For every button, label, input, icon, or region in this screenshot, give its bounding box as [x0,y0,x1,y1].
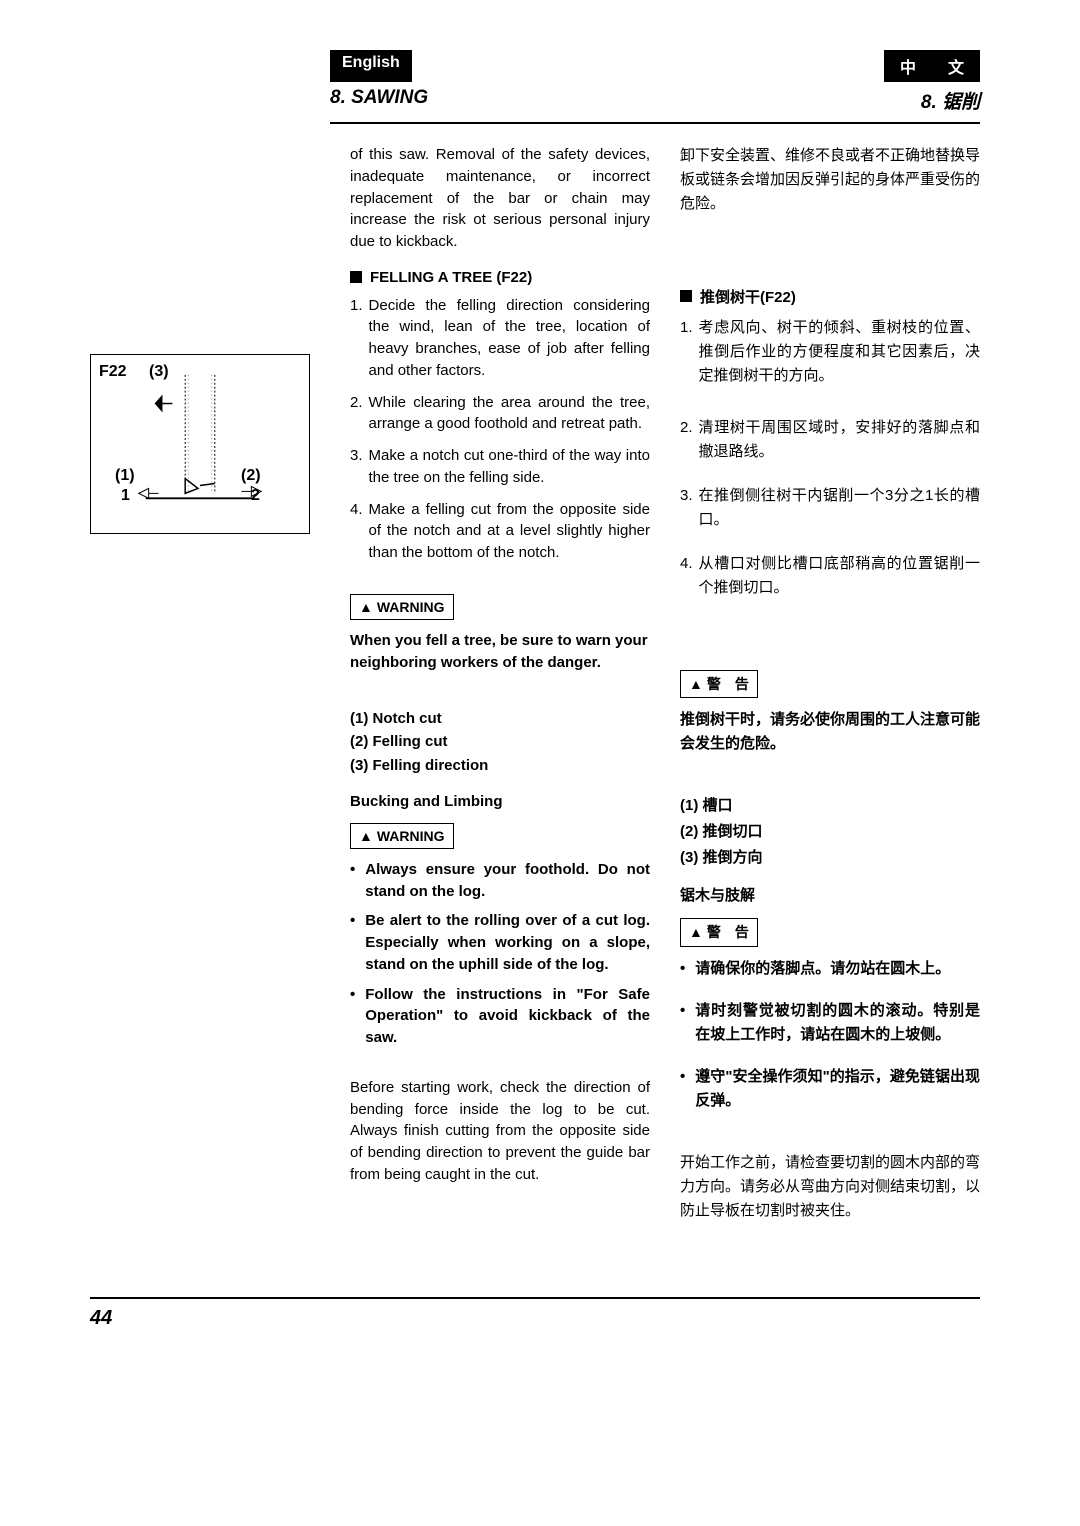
english-column: of this saw. Removal of the safety devic… [350,144,650,1237]
bullet-text: Be alert to the rolling over of a cut lo… [365,910,650,975]
bullet-item: • Follow the instructions in "For Safe O… [350,984,650,1049]
lang-badge-english: English [330,50,412,82]
warning-box-en-2: ▲ WARNING [350,823,454,849]
bullet-icon: • [680,999,685,1023]
bullet-text: Follow the instructions in "For Safe Ope… [365,984,650,1049]
bullet-icon: • [350,984,355,1006]
bullet-item: • 遵守"安全操作须知"的指示，避免链锯出现反弹。 [680,1065,980,1113]
item-number: 4. [350,499,363,521]
item-number: 3. [680,484,693,508]
figure-label-f22: F22 [99,363,127,381]
figure-f22: F22 (3) (1) (2) 1 2 [90,354,310,534]
header-row: English 中 文 [330,50,980,82]
bullet-text: 请确保你的落脚点。请勿站在圆木上。 [695,957,980,981]
list-item: 2. While clearing the area around the tr… [350,392,650,436]
bucking-heading-en: Bucking and Limbing [350,791,650,813]
legend-item: (1) 槽口 [680,794,980,818]
bullet-icon: • [680,957,685,981]
warning-box-en: ▲ WARNING [350,594,454,620]
warning-icon: ▲ [359,597,373,617]
item-text: Make a felling cut from the opposite sid… [369,499,650,564]
bucking-bullets-en: • Always ensure your foothold. Do not st… [350,859,650,1049]
intro-en: of this saw. Removal of the safety devic… [350,144,650,253]
item-text: Make a notch cut one-third of the way in… [369,445,650,489]
list-item: 2. 清理树干周围区域时，安排好的落脚点和撤退路线。 [680,416,980,464]
warning-icon: ▲ [689,673,703,695]
warning-box-cn-2: ▲ 警 告 [680,918,758,946]
warning-icon: ▲ [689,921,703,943]
figure-notch-1: 1 [121,487,130,505]
legend-item: (3) Felling direction [350,755,650,777]
item-number: 1. [350,295,363,317]
warning-label-en-2: WARNING [377,826,445,846]
tree-diagram-svg [101,365,299,523]
warning-text-cn: 推倒树干时，请务必使你周围的工人注意可能会发生的危险。 [680,708,980,756]
item-text: 考虑风向、树干的倾斜、重树枝的位置、推倒后作业的方便程度和其它因素后，决定推倒树… [699,316,980,388]
item-text: 清理树干周围区域时，安排好的落脚点和撤退路线。 [699,416,980,464]
bullet-text: Always ensure your foothold. Do not stan… [365,859,650,903]
square-icon [350,271,362,283]
list-item: 4. Make a felling cut from the opposite … [350,499,650,564]
item-text: 从槽口对侧比槽口底部稍高的位置锯削一个推倒切口。 [699,552,980,600]
item-text: While clearing the area around the tree,… [369,392,650,436]
figure-marker-2: (2) [241,467,261,485]
warning-label-cn: 警 告 [707,673,749,695]
bullet-text: 遵守"安全操作须知"的指示，避免链锯出现反弹。 [695,1065,980,1113]
intro-cn: 卸下安全装置、维修不良或者不正确地替换导板或链条会增加因反弹引起的身体严重受伤的… [680,144,980,216]
legend-item: (2) 推倒切口 [680,820,980,844]
warning-icon: ▲ [359,826,373,846]
item-number: 4. [680,552,693,576]
bucking-bullets-cn: • 请确保你的落脚点。请勿站在圆木上。 [680,957,980,981]
figure-column: F22 (3) (1) (2) 1 2 [90,144,330,1237]
felling-heading-cn: 推倒树干(F22) [700,286,796,310]
bucking-bullets-cn: • 遵守"安全操作须知"的指示，避免链锯出现反弹。 [680,1065,980,1113]
legend-item: (1) Notch cut [350,708,650,730]
main-content: F22 (3) (1) (2) 1 2 [90,144,980,1237]
item-number: 2. [350,392,363,414]
bucking-text-cn: 开始工作之前，请检查要切割的圆木内部的弯力方向。请务必从弯曲方向对侧结束切割，以… [680,1151,980,1223]
item-text: Decide the felling direction considering… [369,295,650,382]
chinese-column: 卸下安全装置、维修不良或者不正确地替换导板或链条会增加因反弹引起的身体严重受伤的… [680,144,980,1237]
bullet-text: 请时刻警觉被切割的圆木的滚动。特别是在坡上工作时，请站在圆木的上坡侧。 [695,999,980,1047]
section-title-cn: 8. 锯削 [921,87,980,114]
item-number: 3. [350,445,363,467]
page-footer: 44 [90,1297,980,1330]
warning-box-cn: ▲ 警 告 [680,670,758,698]
warning-text-en: When you fell a tree, be sure to warn yo… [350,630,650,674]
list-item: 3. Make a notch cut one-third of the way… [350,445,650,489]
felling-heading-row-en: FELLING A TREE (F22) [350,267,650,289]
bullet-icon: • [350,910,355,932]
bullet-item: • Be alert to the rolling over of a cut … [350,910,650,975]
bullet-item: • 请时刻警觉被切割的圆木的滚动。特别是在坡上工作时，请站在圆木的上坡侧。 [680,999,980,1047]
warning-label-cn-2: 警 告 [707,921,749,943]
warning-label-en: WARNING [377,597,445,617]
list-item: 1. 考虑风向、树干的倾斜、重树枝的位置、推倒后作业的方便程度和其它因素后，决定… [680,316,980,388]
list-item: 3. 在推倒侧往树干内锯削一个3分之1长的槽口。 [680,484,980,532]
felling-heading-en: FELLING A TREE (F22) [370,267,532,289]
list-item: 4. 从槽口对侧比槽口底部稍高的位置锯削一个推倒切口。 [680,552,980,600]
item-number: 1. [680,316,693,340]
figure-notch-2: 2 [251,487,260,505]
item-number: 2. [680,416,693,440]
bucking-text-en: Before starting work, check the directio… [350,1077,650,1186]
legend-item: (2) Felling cut [350,731,650,753]
item-text: 在推倒侧往树干内锯削一个3分之1长的槽口。 [699,484,980,532]
square-icon [680,290,692,302]
section-title-row: 8. SAWING 8. 锯削 [330,87,980,124]
section-title-en: 8. SAWING [330,87,428,114]
figure-marker-1: (1) [115,467,135,485]
felling-heading-row-cn: 推倒树干(F22) [680,286,980,310]
lang-badge-chinese: 中 文 [884,50,980,82]
figure-marker-3: (3) [149,363,169,381]
bucking-heading-cn: 锯木与肢解 [680,884,980,908]
bucking-bullets-cn: • 请时刻警觉被切割的圆木的滚动。特别是在坡上工作时，请站在圆木的上坡侧。 [680,999,980,1047]
list-item: 1. Decide the felling direction consider… [350,295,650,382]
bullet-item: • 请确保你的落脚点。请勿站在圆木上。 [680,957,980,981]
legend-item: (3) 推倒方向 [680,846,980,870]
bullet-icon: • [350,859,355,881]
page-number: 44 [90,1307,112,1329]
bullet-item: • Always ensure your foothold. Do not st… [350,859,650,903]
bullet-icon: • [680,1065,685,1089]
text-columns: of this saw. Removal of the safety devic… [350,144,980,1237]
